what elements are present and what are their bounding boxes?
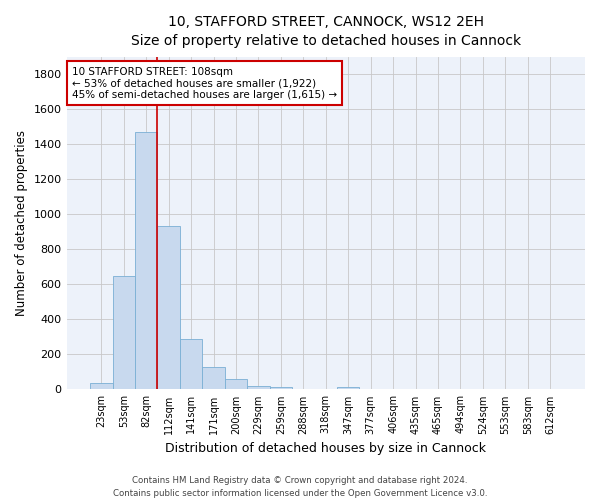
- Bar: [269, 388, 292, 390]
- Bar: [247, 386, 269, 390]
- Bar: [90, 383, 113, 390]
- Title: 10, STAFFORD STREET, CANNOCK, WS12 2EH
Size of property relative to detached hou: 10, STAFFORD STREET, CANNOCK, WS12 2EH S…: [131, 15, 521, 48]
- Bar: [225, 378, 247, 390]
- Text: Contains HM Land Registry data © Crown copyright and database right 2024.
Contai: Contains HM Land Registry data © Crown c…: [113, 476, 487, 498]
- Bar: [113, 276, 135, 390]
- Bar: [337, 388, 359, 390]
- Bar: [202, 367, 225, 390]
- Y-axis label: Number of detached properties: Number of detached properties: [15, 130, 28, 316]
- Text: 10 STAFFORD STREET: 108sqm
← 53% of detached houses are smaller (1,922)
45% of s: 10 STAFFORD STREET: 108sqm ← 53% of deta…: [72, 66, 337, 100]
- Bar: [135, 132, 157, 390]
- Bar: [157, 226, 180, 390]
- Bar: [180, 338, 202, 390]
- X-axis label: Distribution of detached houses by size in Cannock: Distribution of detached houses by size …: [165, 442, 486, 455]
